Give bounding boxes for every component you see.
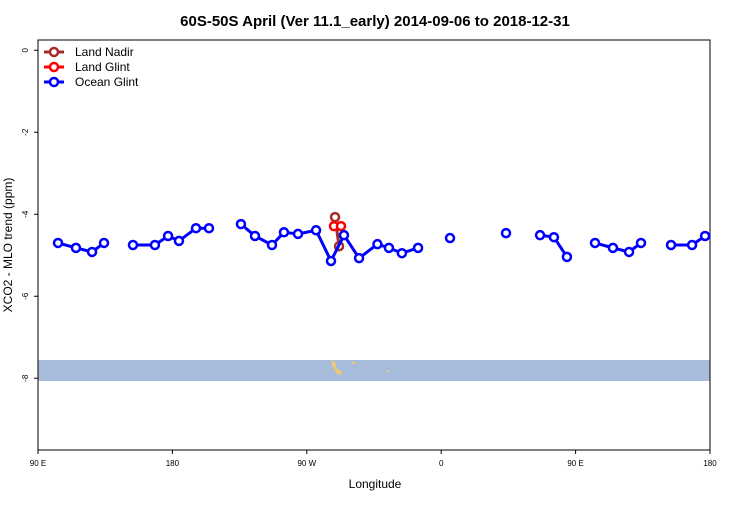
- data-point: [249, 230, 261, 242]
- data-point: [623, 246, 635, 258]
- x-tick-label: 90 E: [30, 459, 46, 468]
- data-point: [686, 239, 698, 251]
- legend-label: Land Nadir: [75, 45, 134, 59]
- data-point: [338, 229, 350, 241]
- data-point: [444, 232, 456, 244]
- x-tick-label: 180: [703, 459, 717, 468]
- data-point: [561, 251, 573, 263]
- data-point: [292, 228, 304, 240]
- y-tick-label: -6: [21, 292, 30, 300]
- data-point: [70, 242, 82, 254]
- data-point: [412, 242, 424, 254]
- legend-marker: [48, 61, 60, 73]
- x-tick-label: 180: [166, 459, 180, 468]
- data-point: [607, 242, 619, 254]
- legend-marker: [48, 46, 60, 58]
- y-tick-label: -4: [21, 210, 30, 218]
- y-tick-label: -8: [21, 374, 30, 382]
- legend-marker: [48, 76, 60, 88]
- data-point: [52, 237, 64, 249]
- data-point: [589, 237, 601, 249]
- legend-label: Ocean Glint: [75, 75, 139, 89]
- data-point: [86, 246, 98, 258]
- chart-title: 60S-50S April (Ver 11.1_early) 2014-09-0…: [180, 13, 570, 30]
- x-tick-label: 0: [439, 459, 444, 468]
- data-point: [266, 239, 278, 251]
- data-point: [278, 227, 290, 238]
- data-point: [665, 239, 677, 251]
- legend-label: Land Glint: [75, 60, 130, 74]
- data-point: [500, 227, 512, 239]
- data-point: [190, 222, 202, 234]
- data-point: [383, 242, 395, 254]
- x-tick-label: 90 W: [297, 459, 316, 468]
- y-tick-label: -2: [21, 128, 30, 136]
- land-shape: [331, 360, 342, 375]
- data-point: [699, 230, 711, 242]
- x-axis-label: Longitude: [349, 477, 402, 491]
- data-point: [635, 237, 647, 249]
- data-point: [203, 222, 215, 234]
- plot-frame: [37, 39, 711, 451]
- data-point: [335, 220, 347, 232]
- data-point: [162, 230, 174, 242]
- y-tick-label: 0: [21, 47, 30, 52]
- map-strip: [38, 360, 710, 381]
- data-point: [353, 252, 365, 264]
- data-point: [310, 224, 322, 236]
- data-point: [127, 239, 139, 251]
- data-point: [235, 218, 247, 230]
- data-point: [548, 231, 560, 243]
- land-shape: [352, 362, 355, 364]
- y-axis-label: XCO2 - MLO trend (ppm): [1, 178, 15, 313]
- data-point: [396, 247, 408, 259]
- data-point: [149, 239, 161, 251]
- data-point: [534, 229, 546, 241]
- data-point: [173, 235, 185, 247]
- land-shape: [387, 370, 389, 372]
- data-point: [329, 211, 341, 223]
- x-tick-label: 90 E: [567, 459, 583, 468]
- data-point: [372, 238, 383, 250]
- data-point: [325, 255, 337, 267]
- data-point: [98, 237, 110, 249]
